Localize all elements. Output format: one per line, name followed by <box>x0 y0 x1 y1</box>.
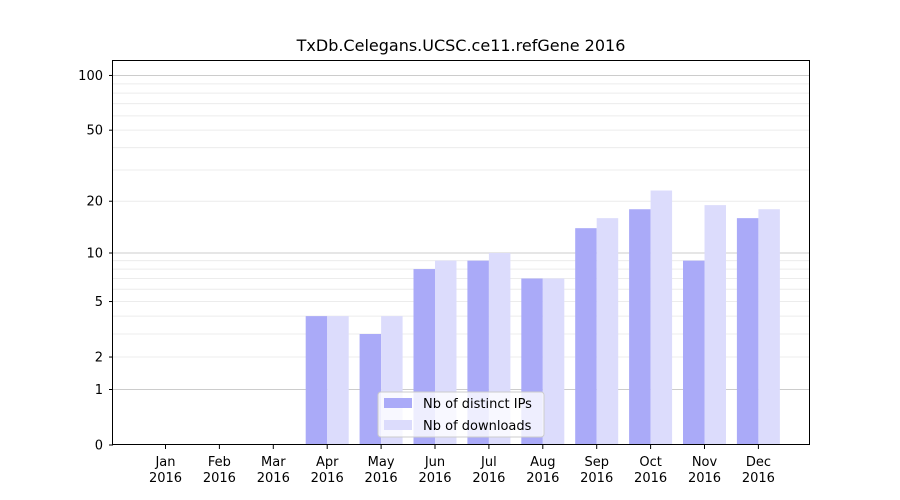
bar-downloads <box>542 278 565 445</box>
legend-label-distinct-ips: Nb of distinct IPs <box>423 397 532 412</box>
x-tick-label-year: 2016 <box>203 471 236 486</box>
legend-swatch-distinct-ips <box>384 398 412 408</box>
x-tick-label-year: 2016 <box>634 471 667 486</box>
x-tick-label-year: 2016 <box>311 471 344 486</box>
y-tick-label: 100 <box>78 69 103 84</box>
bar-distinct-ips <box>683 260 705 445</box>
bar-downloads <box>596 218 619 445</box>
x-tick-label-month: Feb <box>208 455 231 470</box>
x-tick-label-month: Dec <box>746 455 771 470</box>
legend: Nb of distinct IPs Nb of downloads <box>377 391 545 438</box>
x-tick-label-month: Nov <box>692 455 718 470</box>
x-tick-label-month: Aug <box>530 455 555 470</box>
bar-downloads <box>704 205 726 445</box>
x-tick-label-year: 2016 <box>688 471 721 486</box>
x-tick-label-month: Oct <box>639 455 661 470</box>
y-tick-label: 1 <box>95 383 103 398</box>
bar-distinct-ips <box>736 218 759 445</box>
bar-distinct-ips <box>629 209 651 445</box>
y-tick-label: 10 <box>86 247 103 262</box>
x-tick-label-month: Jan <box>154 455 175 470</box>
bar-downloads <box>327 316 349 445</box>
y-tick-label: 50 <box>86 124 103 139</box>
bar-distinct-ips <box>575 228 597 445</box>
x-tick-label-year: 2016 <box>365 471 398 486</box>
x-tick-label-year: 2016 <box>742 471 775 486</box>
y-tick-label: 5 <box>95 295 103 310</box>
x-tick-label-month: May <box>368 455 395 470</box>
x-axis: Jan2016Feb2016Mar2016Apr2016May2016Jun20… <box>149 445 775 486</box>
x-tick-label-year: 2016 <box>580 471 613 486</box>
x-tick-label-year: 2016 <box>418 471 451 486</box>
bar-distinct-ips <box>305 316 328 445</box>
x-tick-label-year: 2016 <box>257 471 290 486</box>
chart-title: TxDb.Celegans.UCSC.ce11.refGene 2016 <box>296 36 626 55</box>
y-axis: 0 1 2 5 10 20 50 100 <box>78 69 113 454</box>
y-tick-label: 0 <box>95 439 103 454</box>
bar-distinct-ips <box>359 333 382 445</box>
x-tick-label-month: Apr <box>316 455 339 470</box>
bar-downloads <box>650 190 673 445</box>
x-tick-label-month: Sep <box>584 455 609 470</box>
x-tick-label-month: Mar <box>261 455 286 470</box>
grid-lines <box>113 74 810 390</box>
legend-swatch-downloads <box>384 420 412 430</box>
x-tick-label-year: 2016 <box>149 471 182 486</box>
bar-downloads <box>758 209 780 445</box>
x-tick-label-month: Jul <box>480 455 497 470</box>
y-tick-label: 2 <box>95 351 103 366</box>
x-tick-label-year: 2016 <box>472 471 505 486</box>
legend-box <box>377 391 545 438</box>
x-tick-label-year: 2016 <box>526 471 559 486</box>
legend-label-downloads: Nb of downloads <box>423 419 532 434</box>
y-tick-label: 20 <box>86 195 103 210</box>
x-tick-label-month: Jun <box>424 455 445 470</box>
